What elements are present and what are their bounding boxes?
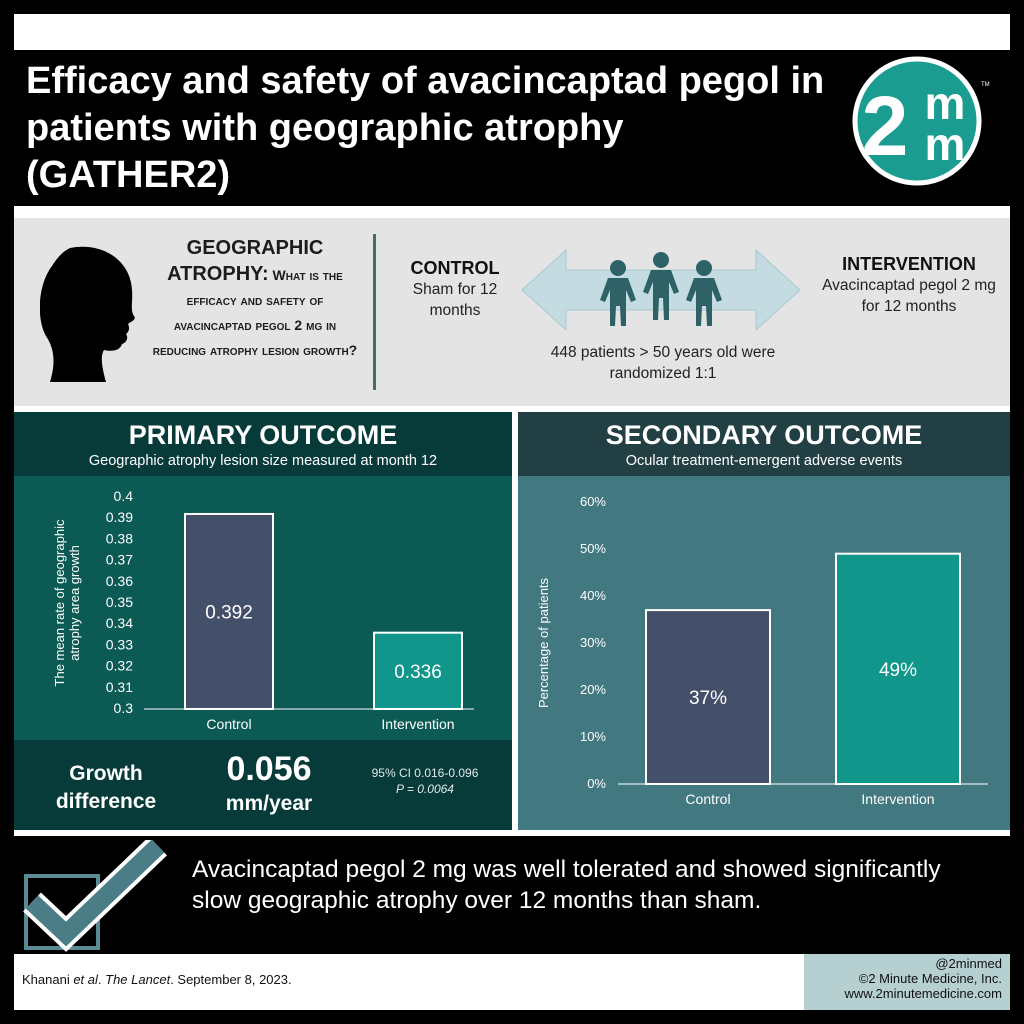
- y-tick-label: 0.33: [106, 636, 133, 652]
- growth-difference-value: 0.056: [226, 750, 312, 788]
- primary-outcome-header: PRIMARY OUTCOME Geographic atrophy lesio…: [14, 412, 512, 476]
- logo-trademark: TM: [981, 82, 990, 88]
- credit-copyright: ©2 Minute Medicine, Inc.: [858, 971, 1002, 986]
- y-tick-label: 20%: [580, 682, 606, 697]
- intervention-arm-label: INTERVENTION: [842, 254, 976, 274]
- y-tick-label: 50%: [580, 541, 606, 556]
- citation-etal: et al: [73, 972, 98, 987]
- secondary-outcome-title: SECONDARY OUTCOME: [605, 420, 923, 450]
- y-axis-label: atrophy area growth: [67, 545, 82, 661]
- primary-outcome-title: PRIMARY OUTCOME: [128, 420, 398, 450]
- logo-digit: 2: [862, 79, 909, 173]
- credit-handle: @2minmed: [935, 956, 1002, 971]
- secondary-outcome-subtitle: Ocular treatment-emergent adverse events: [625, 453, 903, 469]
- y-tick-label: 40%: [580, 588, 606, 603]
- logo-letter-bottom: m: [925, 118, 966, 170]
- bar-control: [645, 609, 771, 785]
- y-tick-label: 0%: [587, 776, 606, 791]
- p-value: P = 0.0064: [396, 782, 454, 796]
- primary-outcome-chart-panel: 0.3 0.31 0.32 0.33 0.34 0.35 0.36 0.37 0.38 0.39 0…: [14, 476, 512, 740]
- x-tick-label: Intervention: [381, 716, 454, 732]
- citation-authors: Khanani: [22, 972, 74, 987]
- page-title: Efficacy and safety of avacincaptad pego…: [26, 60, 825, 196]
- y-tick-label: 0.4: [114, 488, 134, 504]
- control-arm-description: Sham for 12 months: [412, 281, 498, 319]
- head-silhouette-icon: [40, 246, 135, 382]
- x-tick-label: Control: [685, 791, 730, 807]
- checkmark-icon: [23, 840, 167, 952]
- x-tick-label: Intervention: [861, 791, 934, 807]
- study-design-panel: [14, 218, 1010, 406]
- control-arm-label: CONTROL: [410, 258, 500, 278]
- intervention-arm-description: Avacincaptad pegol 2 mg for 12 months: [822, 277, 996, 315]
- y-tick-label: 0.39: [106, 509, 133, 525]
- control-arm: CONTROL Sham for 12 months: [396, 258, 514, 321]
- growth-difference-unit: mm/year: [225, 792, 313, 815]
- citation: Khanani et al. The Lancet. September 8, …: [22, 972, 292, 987]
- logo-circle: [852, 56, 982, 186]
- primary-outcome-subtitle: Geographic atrophy lesion size measured …: [88, 453, 438, 469]
- study-question-body: What is the efficacy and safety of avaci…: [152, 267, 358, 358]
- y-tick-label: 30%: [580, 635, 606, 650]
- citation-journal: The Lancet: [105, 972, 171, 987]
- intervention-arm: INTERVENTION Avacincaptad pegol 2 mg for…: [820, 254, 998, 317]
- y-tick-label: 0.31: [106, 679, 133, 695]
- bar-control: [184, 512, 274, 710]
- y-tick-label: 0.34: [106, 615, 133, 631]
- credit-url: www.2minutemedicine.com: [844, 986, 1002, 1001]
- y-tick-label: 10%: [580, 729, 606, 744]
- growth-difference-label: Growth difference: [55, 762, 157, 813]
- data-label: 37%: [689, 688, 727, 709]
- two-minute-medicine-logo: 2 m m TM: [852, 56, 990, 186]
- y-tick-label: 0.36: [106, 573, 133, 589]
- study-question: GEOGRAPHIC ATROPHY: What is the efficacy…: [148, 236, 362, 363]
- credit-box: @2minmed ©2 Minute Medicine, Inc. www.2m…: [804, 954, 1010, 1010]
- x-tick-label: Control: [206, 716, 251, 732]
- logo-letter-top: m: [925, 77, 966, 129]
- citation-date: . September 8, 2023.: [170, 972, 292, 987]
- y-axis-label: Percentage of patients: [536, 577, 551, 708]
- study-question-lead: GEOGRAPHIC ATROPHY:: [167, 237, 324, 285]
- data-label: 0.336: [394, 662, 442, 683]
- randomization-note: 448 patients > 50 years old were randomi…: [550, 344, 776, 382]
- y-tick-label: 0.37: [106, 552, 133, 568]
- bar-intervention: [373, 631, 463, 710]
- primary-outcome-chart: 0.3 0.31 0.32 0.33 0.34 0.35 0.36 0.37 0.38 0.39 0…: [52, 488, 474, 732]
- conclusion-band: [14, 836, 1010, 954]
- data-label: 0.392: [205, 602, 253, 623]
- secondary-outcome-chart-panel: 0% 10% 20% 30% 40% 50% 60% Percentage of patien…: [518, 476, 1010, 830]
- y-tick-label: 60%: [580, 494, 606, 509]
- data-label: 49%: [879, 660, 917, 681]
- citation-sep: .: [97, 972, 106, 987]
- bar-intervention: [835, 552, 961, 785]
- y-tick-label: 0.3: [114, 700, 134, 716]
- y-tick-label: 0.35: [106, 594, 133, 610]
- secondary-outcome-header: SECONDARY OUTCOME Ocular treatment-emerg…: [518, 412, 1010, 476]
- y-tick-label: 0.38: [106, 530, 133, 546]
- design-divider: [373, 234, 376, 390]
- title-band: [14, 50, 1010, 206]
- growth-difference-box: Growth difference 0.056 mm/year 95% CI 0…: [14, 740, 512, 830]
- confidence-interval: 95% CI 0.016-0.096: [371, 766, 479, 780]
- conclusion-text: Avacincaptad pegol 2 mg was well tolerat…: [192, 856, 941, 914]
- secondary-outcome-chart: 0% 10% 20% 30% 40% 50% 60% Percentage of patien…: [536, 494, 988, 807]
- patients-group-icon: [600, 252, 722, 326]
- y-axis-label: The mean rate of geographic: [52, 519, 67, 686]
- y-tick-label: 0.32: [106, 658, 133, 674]
